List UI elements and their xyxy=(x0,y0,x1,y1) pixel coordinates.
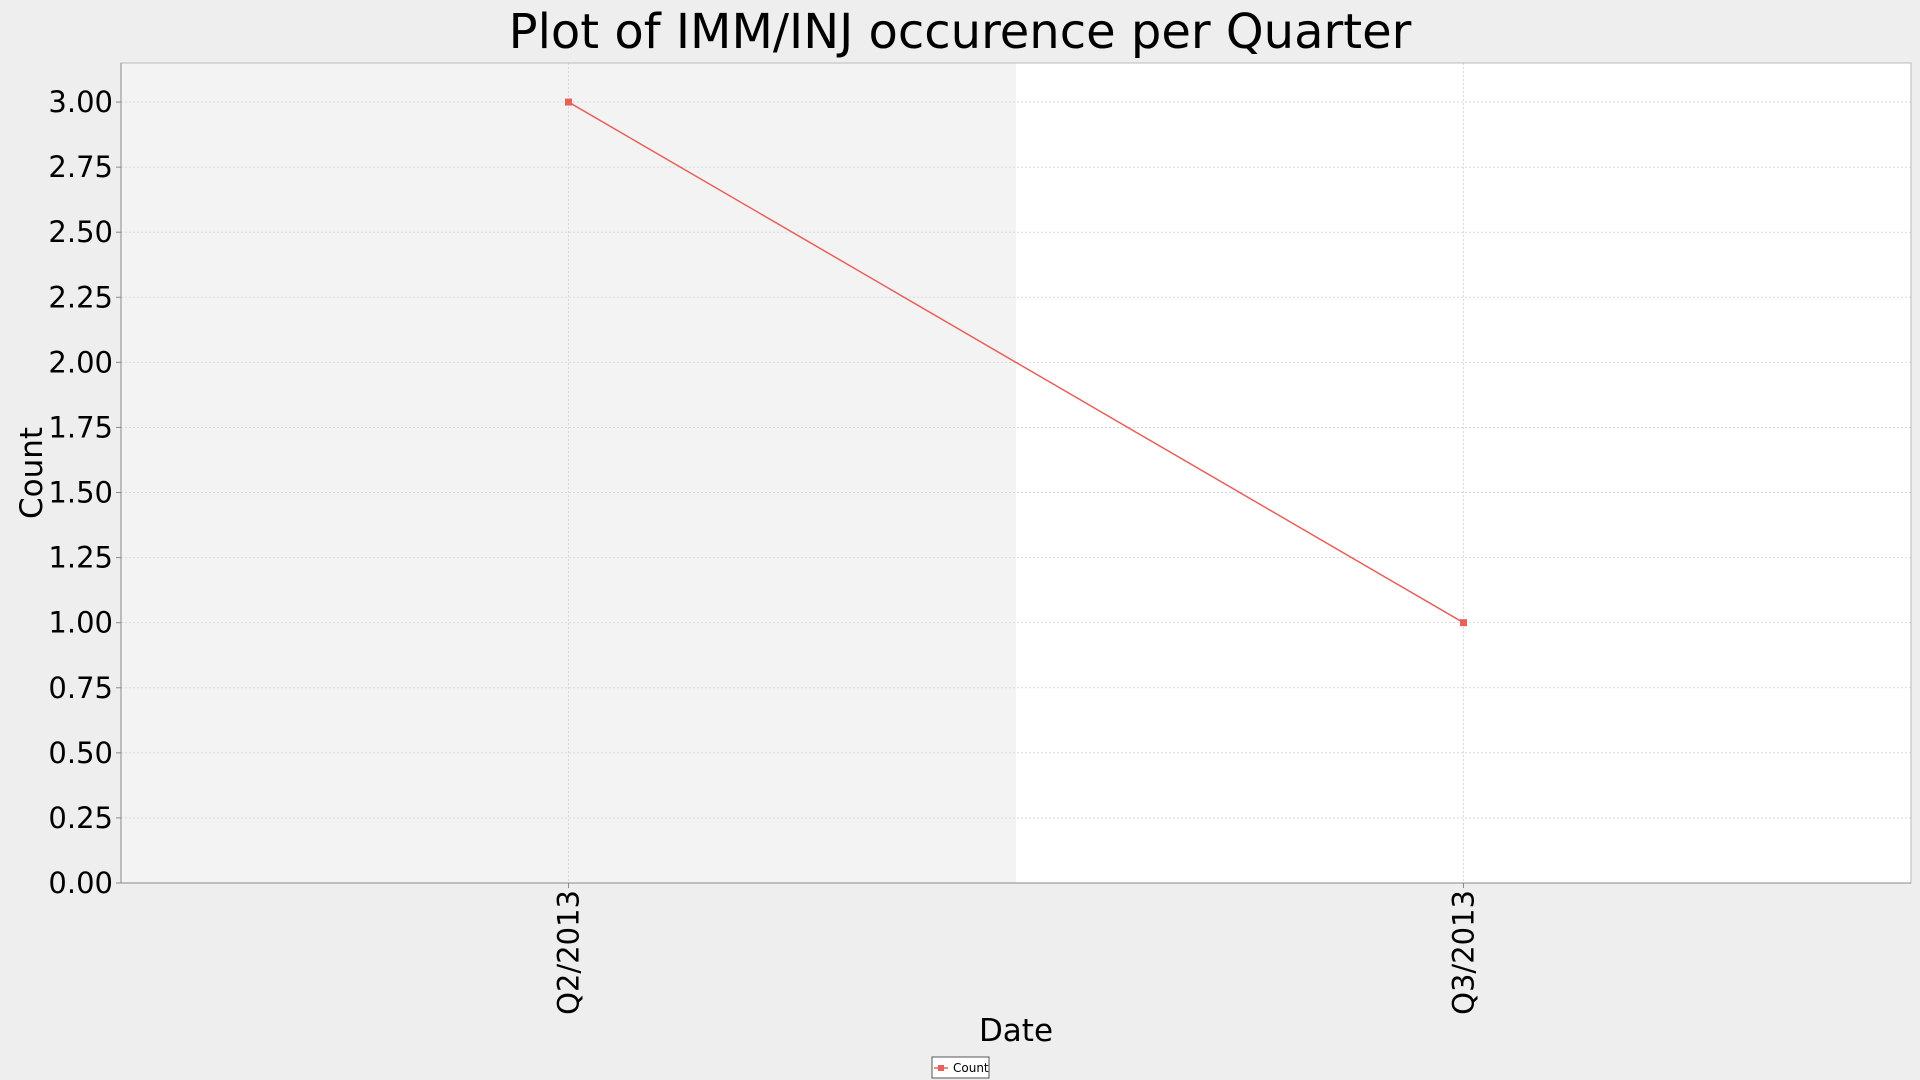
legend-swatch-marker xyxy=(938,1065,944,1071)
y-tick-label-6: 1.50 xyxy=(48,476,113,510)
y-tick-label-1: 0.25 xyxy=(48,801,113,835)
plot-frame xyxy=(120,62,1912,884)
y-axis-label: Count xyxy=(14,427,50,519)
y-tick-label-5: 1.25 xyxy=(48,541,113,575)
legend-box xyxy=(931,1056,990,1079)
x-tick-label-1: Q3/2013 xyxy=(1447,890,1481,1015)
y-tick-label-0: 0.00 xyxy=(48,866,113,900)
plot-bands xyxy=(121,63,1911,883)
x-tick-label-0: Q2/2013 xyxy=(552,890,586,1015)
series-line-1 xyxy=(568,101,1464,624)
y-tick-label-9: 2.25 xyxy=(48,280,113,314)
legend-item-count: Count xyxy=(953,1061,989,1075)
x-axis-ticks: Q2/2013 Q3/2013 xyxy=(552,883,1481,1015)
legend: Count xyxy=(931,1056,990,1079)
y-tick-label-11: 2.75 xyxy=(48,150,113,184)
y-tick-label-3: 0.75 xyxy=(48,671,113,705)
y-tick-label-7: 1.75 xyxy=(48,410,113,444)
gridlines xyxy=(121,63,1911,884)
y-tick-label-8: 2.00 xyxy=(48,345,113,379)
y-axis-ticks: 0.00 0.25 0.50 0.75 1.00 1.25 1.50 1.75 2.00 2.25… xyxy=(48,85,121,900)
data-point-Q3-2013 xyxy=(1460,619,1467,627)
data-point-Q2-2013 xyxy=(565,98,572,106)
y-tick-label-10: 2.50 xyxy=(48,215,113,249)
y-tick-label-4: 1.00 xyxy=(48,606,113,640)
x-axis-label: Date xyxy=(979,1013,1053,1049)
y-tick-label-12: 3.00 xyxy=(48,85,113,119)
y-tick-label-2: 0.50 xyxy=(48,736,113,770)
chart-title: Plot of IMM/INJ occurence per Quarter xyxy=(509,4,1412,60)
series-layer xyxy=(565,98,1467,627)
